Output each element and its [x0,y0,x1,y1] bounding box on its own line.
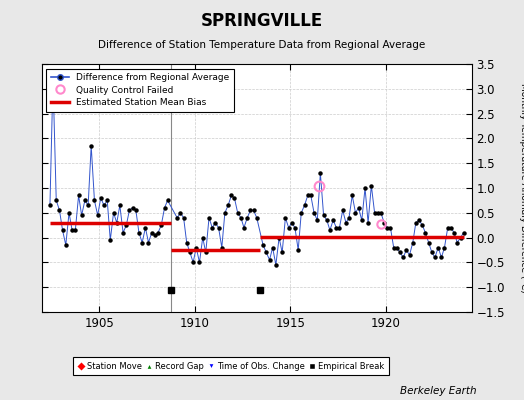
Y-axis label: Monthly Temperature Anomaly Difference (°C): Monthly Temperature Anomaly Difference (… [519,83,524,293]
Text: SPRINGVILLE: SPRINGVILLE [201,12,323,30]
Text: Difference of Station Temperature Data from Regional Average: Difference of Station Temperature Data f… [99,40,425,50]
Text: Berkeley Earth: Berkeley Earth [400,386,477,396]
Legend: Station Move, Record Gap, Time of Obs. Change, Empirical Break: Station Move, Record Gap, Time of Obs. C… [73,358,389,375]
